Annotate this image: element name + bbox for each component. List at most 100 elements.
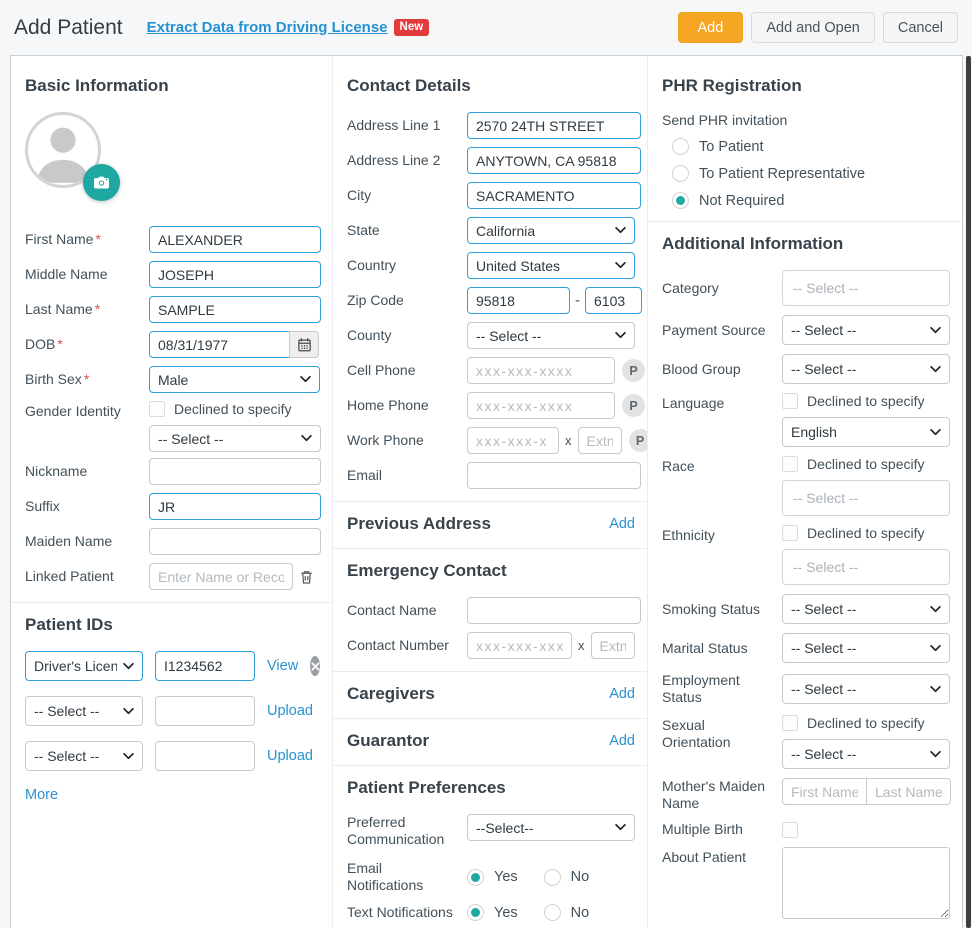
address-line2-input[interactable]: [467, 147, 641, 174]
middle-name-input[interactable]: [149, 261, 321, 288]
work-phone-extn-input[interactable]: [577, 427, 622, 454]
patient-id-type-select-2[interactable]: -- Select --: [25, 696, 143, 726]
gender-identity-select[interactable]: -- Select --: [149, 425, 321, 452]
language-declined-checkbox[interactable]: [782, 393, 798, 409]
guarantor-title: Guarantor: [347, 731, 430, 750]
cell-phone-input[interactable]: [467, 357, 615, 384]
chevron-down-icon: [123, 707, 134, 715]
sexual-orientation-declined-checkbox[interactable]: [782, 715, 798, 731]
patient-id-type-select-1[interactable]: Driver's Licen: [25, 651, 143, 681]
phr-not-required-radio[interactable]: [672, 192, 689, 209]
add-button[interactable]: Add: [677, 12, 744, 43]
about-patient-textarea[interactable]: [782, 847, 950, 919]
cancel-button[interactable]: Cancel: [882, 12, 958, 43]
email-notifications-yes-radio[interactable]: [467, 868, 484, 886]
suffix-label: Suffix: [25, 498, 60, 514]
upload-id-link[interactable]: Upload: [267, 703, 313, 719]
about-patient-label: About Patient: [662, 849, 747, 865]
add-and-open-button[interactable]: Add and Open: [751, 12, 875, 43]
mothers-maiden-first-name-input[interactable]: [782, 778, 867, 805]
ethnicity-label: Ethnicity: [662, 527, 715, 543]
category-select[interactable]: -- Select --: [782, 270, 950, 306]
employment-status-select[interactable]: -- Select --: [782, 674, 950, 704]
emergency-contact-number-input[interactable]: [467, 632, 572, 659]
country-select[interactable]: United States: [467, 252, 635, 279]
preferred-communication-select[interactable]: --Select--: [467, 814, 635, 841]
upload-id-link[interactable]: Upload: [267, 748, 313, 764]
chevron-down-icon: [615, 262, 626, 269]
vertical-scrollbar[interactable]: [966, 56, 971, 928]
address-line1-label: Address Line 1: [347, 117, 441, 133]
smoking-status-select[interactable]: -- Select --: [782, 594, 950, 624]
birth-sex-label: Birth Sex *: [25, 371, 90, 387]
state-select[interactable]: California: [467, 217, 635, 244]
dob-input[interactable]: [149, 331, 291, 358]
delete-linked-patient-button[interactable]: [299, 569, 314, 585]
maiden-name-input[interactable]: [149, 528, 321, 555]
upload-photo-button[interactable]: [83, 164, 120, 201]
city-input[interactable]: [467, 182, 641, 209]
sexual-orientation-select[interactable]: -- Select --: [782, 739, 950, 769]
linked-patient-label: Linked Patient: [25, 568, 114, 584]
view-id-link[interactable]: View: [267, 658, 299, 674]
emergency-extn-input[interactable]: [590, 632, 635, 659]
multiple-birth-checkbox[interactable]: [782, 821, 798, 838]
zip-code-input[interactable]: [467, 287, 570, 314]
ethnicity-select[interactable]: -- Select --: [782, 549, 950, 585]
add-caregiver-link[interactable]: Add: [609, 686, 635, 702]
work-phone-preferred-button[interactable]: P: [628, 429, 647, 452]
more-ids-link[interactable]: More: [25, 787, 59, 803]
nickname-input[interactable]: [149, 458, 321, 485]
remove-id-button[interactable]: [310, 656, 320, 676]
home-phone-preferred-button[interactable]: P: [622, 394, 645, 417]
address-line1-input[interactable]: [467, 112, 641, 139]
suffix-input[interactable]: [149, 493, 321, 520]
add-previous-address-link[interactable]: Add: [609, 516, 635, 532]
race-select[interactable]: -- Select --: [782, 480, 950, 516]
add-patient-form: Basic Information: [10, 55, 963, 928]
calendar-button[interactable]: [289, 331, 319, 358]
text-notifications-no-radio[interactable]: [543, 904, 561, 921]
patient-id-value-input-1[interactable]: [155, 651, 255, 681]
email-notifications-no-radio[interactable]: [543, 868, 561, 886]
cell-phone-preferred-button[interactable]: P: [622, 359, 645, 382]
blood-group-select[interactable]: -- Select --: [782, 354, 950, 384]
payment-source-select[interactable]: -- Select --: [782, 315, 950, 345]
chevron-down-icon: [301, 435, 312, 442]
marital-status-select[interactable]: -- Select --: [782, 633, 950, 663]
patient-id-value-input-2[interactable]: [155, 696, 255, 726]
birth-sex-select[interactable]: Male: [149, 366, 320, 393]
patient-id-type-select-3[interactable]: -- Select --: [25, 741, 143, 771]
first-name-label: First Name *: [25, 231, 101, 247]
text-notifications-yes-radio[interactable]: [467, 904, 484, 921]
gender-identity-declined-checkbox[interactable]: [149, 401, 165, 417]
dob-label: DOB *: [25, 336, 63, 352]
basic-information-title: Basic Information: [25, 76, 169, 95]
phr-to-representative-radio[interactable]: [672, 165, 689, 182]
home-phone-input[interactable]: [467, 392, 615, 419]
patient-id-value-input-3[interactable]: [155, 741, 255, 771]
phr-to-patient-radio[interactable]: [672, 138, 689, 155]
mothers-maiden-last-name-input[interactable]: [866, 778, 951, 805]
text-notifications-label: Text Notifications: [347, 904, 453, 920]
work-phone-input[interactable]: [467, 427, 559, 454]
emergency-contact-name-input[interactable]: [467, 597, 641, 624]
last-name-input[interactable]: [149, 296, 321, 323]
home-phone-label: Home Phone: [347, 397, 429, 413]
county-select[interactable]: -- Select --: [467, 322, 635, 349]
additional-information-title: Additional Information: [662, 234, 844, 253]
language-select[interactable]: English: [782, 417, 950, 447]
payment-source-label: Payment Source: [662, 321, 766, 338]
linked-patient-input[interactable]: [149, 563, 293, 590]
race-declined-checkbox[interactable]: [782, 456, 798, 472]
extract-driving-license-link[interactable]: Extract Data from Driving License: [146, 18, 388, 36]
zip-ext-input[interactable]: [585, 287, 642, 314]
add-guarantor-link[interactable]: Add: [609, 733, 635, 749]
ethnicity-declined-checkbox[interactable]: [782, 525, 798, 541]
email-input[interactable]: [467, 462, 641, 489]
race-label: Race: [662, 458, 695, 474]
patient-ids-title: Patient IDs: [25, 615, 113, 634]
first-name-input[interactable]: [149, 226, 321, 253]
chevron-down-icon: [930, 644, 941, 652]
